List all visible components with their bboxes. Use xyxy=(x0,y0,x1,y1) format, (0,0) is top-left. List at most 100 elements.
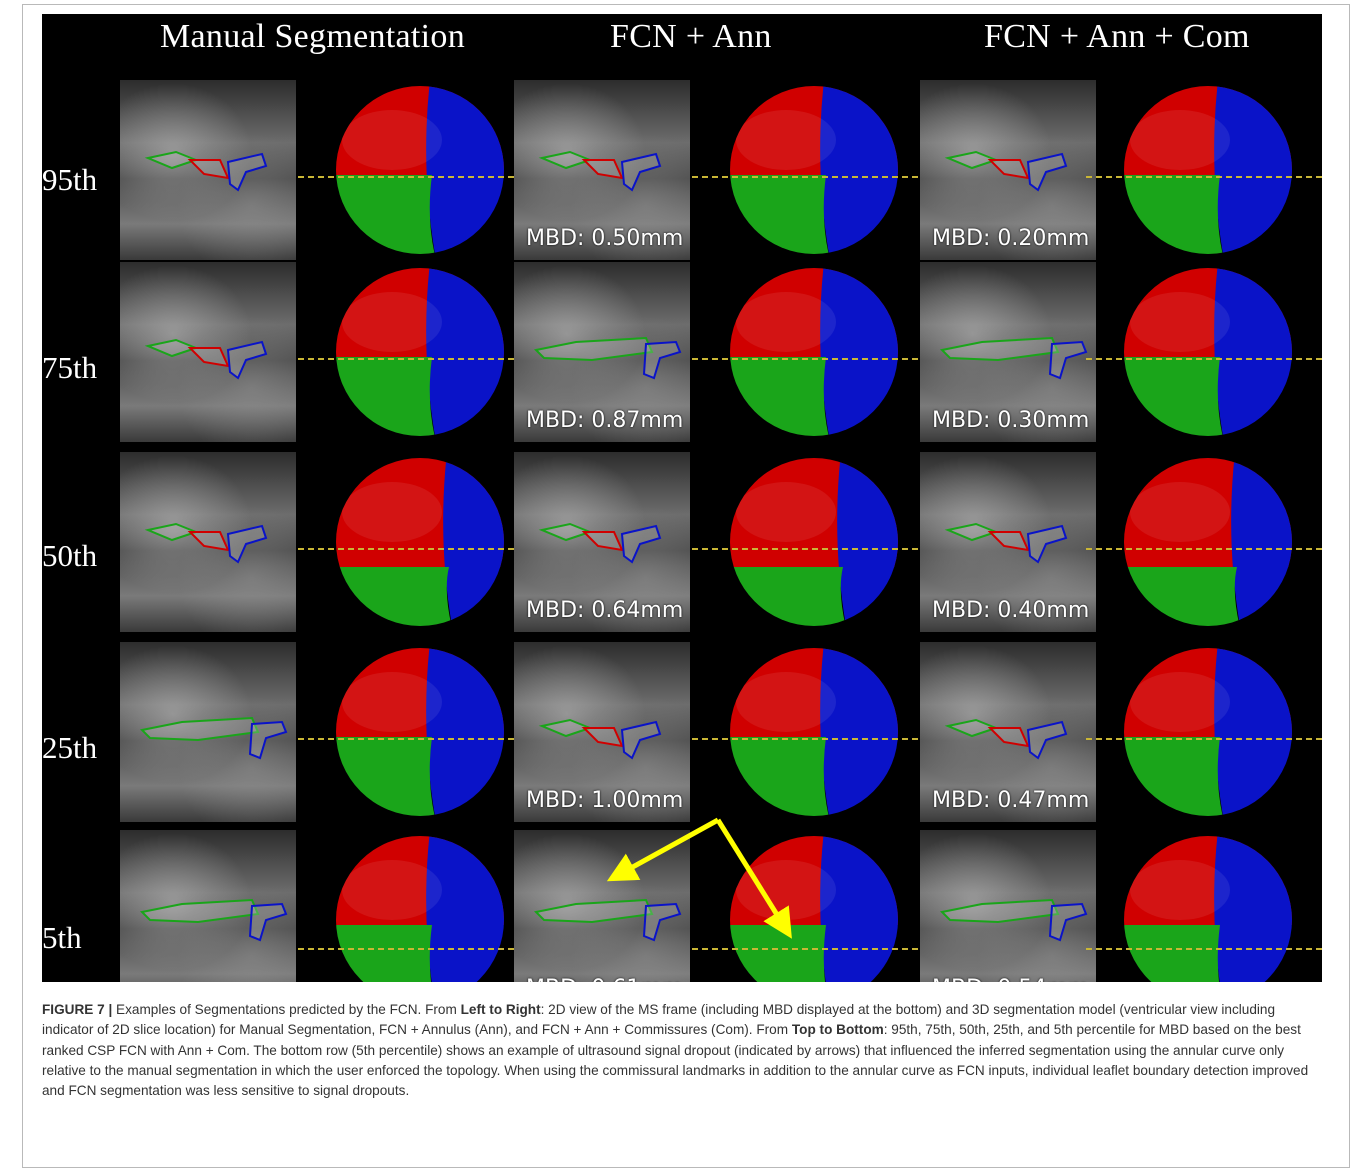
slice-location-line xyxy=(298,176,544,178)
leaflet-outline xyxy=(987,159,1030,180)
3d-segmentation-model-fcn-ann xyxy=(706,452,922,632)
figure-panel: Manual Segmentation FCN + Ann FCN + Ann … xyxy=(42,14,1322,982)
slice-location-line xyxy=(1086,548,1322,550)
ultrasound-slice-fcn-ann-com xyxy=(920,262,1096,442)
caption-bold-1: Left to Right xyxy=(460,1002,541,1017)
leaflet-outline xyxy=(987,531,1030,552)
mbd-label: MBD: 0.50mm xyxy=(526,226,684,251)
leaflet-outline xyxy=(533,336,654,362)
3d-segmentation-model-fcn-ann-com xyxy=(1100,262,1316,442)
leaflet-outline xyxy=(226,152,268,192)
ultrasound-slice-fcn-ann xyxy=(514,262,690,442)
posterior-leaflet xyxy=(1124,925,1224,982)
leaflet-outline xyxy=(1026,152,1068,192)
caption-text-2: : 2D view of the MS frame (including MBD… xyxy=(42,1002,1276,1038)
leaflet-outline xyxy=(1048,902,1088,942)
3d-segmentation-model-manual xyxy=(312,642,528,822)
ultrasound-slice-fcn-ann-com xyxy=(920,642,1096,822)
slice-location-line xyxy=(692,948,938,950)
slice-location-line xyxy=(692,738,938,740)
row-label-50th: 50th xyxy=(42,538,98,573)
leaflet-outline xyxy=(226,340,268,380)
slice-location-line xyxy=(692,176,938,178)
mbd-label: MBD: 0.64mm xyxy=(526,598,684,623)
caption-bold-2: Top to Bottom xyxy=(791,1022,884,1038)
septal-leaflet xyxy=(443,458,504,626)
leaflet-outline xyxy=(139,716,260,742)
leaflet-outline xyxy=(939,898,1060,924)
leaflet-outline xyxy=(620,152,662,192)
dropout-arrow-3d xyxy=(715,818,792,939)
leaflet-outline xyxy=(187,159,230,180)
ultrasound-slice-fcn-ann xyxy=(514,80,690,260)
mbd-label: MBD: 0.54mm xyxy=(932,976,1089,982)
mbd-label: MBD: 0.40mm xyxy=(932,598,1090,623)
3d-segmentation-model-fcn-ann-com xyxy=(1100,80,1316,260)
row-label-95th: 95th xyxy=(42,162,98,197)
3d-segmentation-model-fcn-ann xyxy=(706,262,922,442)
leaflet-outline xyxy=(533,898,654,924)
mbd-label: MBD: 0.47mm xyxy=(932,788,1090,813)
slice-location-line xyxy=(1086,738,1322,740)
slice-location-line xyxy=(298,948,544,950)
3d-segmentation-model-fcn-ann xyxy=(706,80,922,260)
leaflet-outline xyxy=(939,336,1060,362)
slice-location-line xyxy=(1086,358,1322,360)
3d-segmentation-model-fcn-ann xyxy=(706,830,922,982)
ultrasound-slice-manual xyxy=(120,80,296,260)
posterior-leaflet xyxy=(336,925,436,982)
leaflet-outline xyxy=(642,902,682,942)
ultrasound-slice-manual xyxy=(120,452,296,632)
dropout-arrow-2d xyxy=(606,817,720,882)
mbd-label: MBD: 0.61mm xyxy=(526,976,683,982)
mbd-label: MBD: 0.20mm xyxy=(932,226,1090,251)
slice-location-line xyxy=(692,358,938,360)
slice-location-line xyxy=(692,548,938,550)
column-header-fcn-ann: FCN + Ann xyxy=(610,18,772,55)
ultrasound-slice-fcn-ann xyxy=(514,830,690,982)
mbd-label: MBD: 0.87mm xyxy=(526,408,684,433)
3d-segmentation-model-fcn-ann-com xyxy=(1100,452,1316,632)
leaflet-outline xyxy=(1026,524,1068,564)
leaflet-outline xyxy=(248,902,288,942)
caption-text-1: Examples of Segmentations predicted by t… xyxy=(112,1002,461,1017)
slice-location-line xyxy=(1086,948,1322,950)
ultrasound-slice-manual xyxy=(120,642,296,822)
leaflet-outline xyxy=(1048,340,1088,380)
septal-leaflet xyxy=(1231,458,1292,626)
leaflet-outline xyxy=(226,524,268,564)
row-label-75th: 75th xyxy=(42,350,98,385)
posterior-leaflet xyxy=(730,925,830,982)
leaflet-outline xyxy=(187,347,230,368)
ultrasound-slice-manual xyxy=(120,262,296,442)
leaflet-outline xyxy=(187,531,230,552)
leaflet-outline xyxy=(581,727,624,748)
3d-segmentation-model-manual xyxy=(312,830,528,982)
column-header-fcn-ann-com: FCN + Ann + Com xyxy=(984,18,1250,55)
row-label-25th: 25th xyxy=(42,730,98,765)
leaflet-outline xyxy=(642,340,682,380)
leaflet-outline xyxy=(620,524,662,564)
caption-text-3: : 95th, 75th, 50th, 25th, and 5th percen… xyxy=(42,1022,1309,1099)
slice-location-line xyxy=(1086,176,1322,178)
ultrasound-slice-fcn-ann xyxy=(514,452,690,632)
mbd-label: MBD: 1.00mm xyxy=(526,788,684,813)
3d-segmentation-model-manual xyxy=(312,80,528,260)
leaflet-outline xyxy=(581,531,624,552)
slice-location-line xyxy=(298,738,544,740)
slice-location-line xyxy=(298,358,544,360)
leaflet-outline xyxy=(987,727,1030,748)
ultrasound-slice-fcn-ann-com xyxy=(920,452,1096,632)
column-header-manual: Manual Segmentation xyxy=(160,18,466,55)
figure-caption: FIGURE 7 | Examples of Segmentations pre… xyxy=(42,1000,1318,1101)
slice-location-line xyxy=(298,548,544,550)
row-label-5th: 5th xyxy=(42,920,82,955)
ultrasound-slice-fcn-ann-com xyxy=(920,830,1096,982)
ultrasound-slice-fcn-ann xyxy=(514,642,690,822)
leaflet-outline xyxy=(581,159,624,180)
leaflet-outline xyxy=(139,898,260,924)
septal-leaflet xyxy=(837,458,898,626)
ultrasound-slice-fcn-ann-com xyxy=(920,80,1096,260)
3d-segmentation-model-fcn-ann xyxy=(706,642,922,822)
leaflet-outline xyxy=(1026,720,1068,760)
